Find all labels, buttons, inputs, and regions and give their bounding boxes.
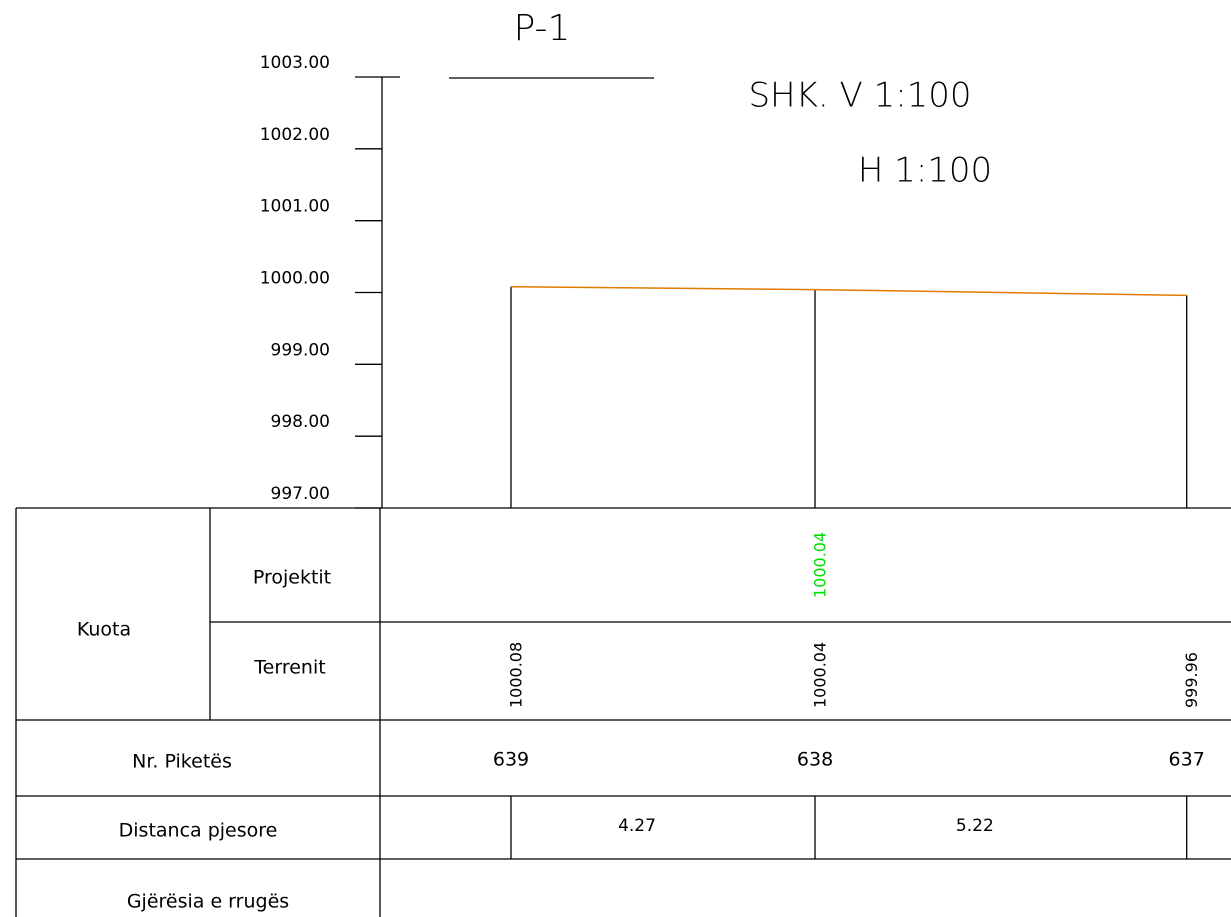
station-number: 637 <box>1169 749 1205 771</box>
distance-value: 4.27 <box>618 816 656 836</box>
station-number: 638 <box>797 749 833 771</box>
projektit-label: Projektit <box>253 567 331 589</box>
y-tick-label: 999.00 <box>271 340 330 360</box>
terrain-elevation: 1000.04 <box>811 642 830 708</box>
distance-label: Distanca pjesore <box>119 820 278 842</box>
terrain-line <box>510 286 1187 297</box>
vertical-scale: SHK. V 1:100 <box>748 76 971 116</box>
terrain-elevation: 999.96 <box>1182 652 1201 708</box>
width-label: Gjërësia e rrugës <box>127 891 289 913</box>
y-tick-label: 1001.00 <box>260 197 330 217</box>
y-tick-label: 998.00 <box>271 412 330 432</box>
kuota-label: Kuota <box>77 619 131 641</box>
horizontal-scale: H 1:100 <box>858 151 992 191</box>
distance-value: 5.22 <box>956 816 994 836</box>
project-elevation: 1000.04 <box>811 532 830 598</box>
stations-label: Nr. Piketës <box>132 751 232 773</box>
station-number: 639 <box>493 749 529 771</box>
y-tick-label: 1003.00 <box>260 53 330 73</box>
table-grid <box>15 507 1231 917</box>
title: P-1 <box>514 8 571 49</box>
terrenit-label: Terrenit <box>253 657 325 679</box>
y-tick-label: 997.00 <box>271 484 330 504</box>
y-tick-label: 1002.00 <box>260 125 330 145</box>
terrain-elevation: 1000.08 <box>507 642 526 708</box>
y-tick-label: 1000.00 <box>260 269 330 289</box>
